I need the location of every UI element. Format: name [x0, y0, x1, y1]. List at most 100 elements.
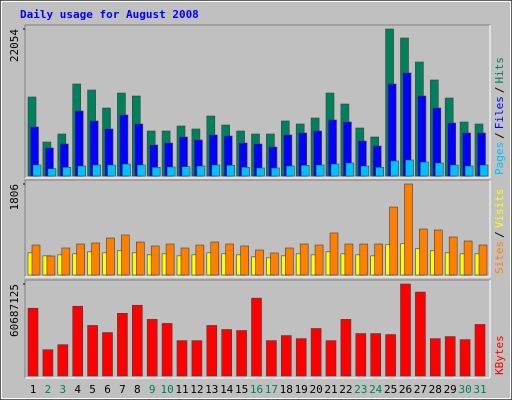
legend-entry: Hits [493, 57, 506, 84]
x-tick-label: 23 [354, 383, 367, 396]
bar [355, 333, 367, 377]
bar [284, 247, 294, 276]
x-tick-label: 18 [280, 383, 293, 396]
x-tick-label: 4 [74, 383, 81, 396]
bar [146, 319, 158, 377]
x-tick-label: 8 [134, 383, 141, 396]
x-tick-label: 22 [339, 383, 352, 396]
bar [191, 340, 203, 377]
bar [137, 164, 146, 177]
x-tick-label: 28 [429, 383, 442, 396]
bar [241, 167, 250, 177]
bar [27, 307, 39, 377]
bar [400, 283, 411, 377]
x-tick-label: 14 [220, 383, 234, 396]
x-tick-label: 3 [59, 383, 66, 396]
bar [107, 164, 116, 177]
bar [165, 243, 175, 276]
bar [459, 339, 471, 377]
bar [434, 162, 444, 177]
y-tick-label: 22054 [8, 29, 21, 62]
bar [195, 244, 205, 276]
x-tick-label: 15 [235, 383, 248, 396]
bar [285, 165, 295, 177]
x-tick-label: 13 [205, 383, 218, 396]
bar [314, 244, 324, 276]
bar [295, 338, 307, 377]
bar [330, 163, 340, 177]
legend-entry: Pages [493, 142, 506, 175]
chart-title: Daily usage for August 2008 [20, 8, 199, 21]
x-tick-label: 29 [444, 383, 457, 396]
bar [87, 325, 98, 377]
y-tick-label: 1806 [8, 184, 21, 211]
x-tick-label: 21 [324, 383, 337, 396]
bar [196, 165, 206, 177]
bar [150, 245, 160, 276]
x-tick-label: 6 [104, 383, 111, 396]
bar [255, 249, 264, 276]
legend-entry: Files [493, 96, 506, 129]
bar [166, 166, 176, 177]
bar [390, 160, 399, 177]
x-tick-label: 2 [45, 383, 52, 396]
bar [463, 240, 473, 276]
bar [374, 243, 384, 276]
bar [121, 234, 130, 276]
bar [176, 340, 188, 377]
x-tick-label: 16 [250, 383, 263, 396]
bar [151, 167, 161, 177]
bar [429, 338, 441, 377]
bar [221, 329, 232, 377]
x-tick-label: 19 [295, 383, 308, 396]
bar [226, 165, 235, 177]
bar [300, 165, 310, 177]
bar [345, 162, 355, 177]
bar [256, 167, 265, 177]
bar [76, 243, 85, 276]
bar [102, 332, 113, 377]
bar [448, 236, 458, 276]
bar [464, 165, 474, 177]
bar [57, 344, 69, 377]
bar [449, 164, 459, 177]
legend-separator: / [493, 132, 506, 139]
legend-separator: / [493, 231, 506, 238]
bar [132, 304, 143, 377]
x-tick-label: 26 [399, 383, 412, 396]
bar [31, 244, 41, 276]
bar [72, 305, 83, 377]
bar [299, 243, 309, 276]
bar [310, 328, 322, 377]
x-tick-label: 17 [265, 383, 278, 396]
bar [77, 165, 86, 177]
bar [405, 159, 414, 177]
bar [161, 323, 173, 377]
legend: KBytes [493, 335, 506, 375]
bar [420, 161, 429, 177]
bar [433, 229, 443, 276]
bar [344, 243, 354, 276]
bar [236, 330, 247, 377]
x-tick-label: 27 [414, 383, 427, 396]
x-tick-label: 7 [119, 383, 126, 396]
y-tick-label: 60687125 [8, 284, 21, 337]
bar [122, 163, 131, 177]
bar [370, 333, 382, 377]
bar [106, 237, 115, 276]
bar [181, 166, 191, 177]
legend-entry: Visits [493, 189, 506, 229]
bar [415, 291, 426, 377]
bar [404, 183, 413, 276]
bar [419, 228, 428, 276]
x-tick-label: 30 [458, 383, 471, 396]
bar [251, 297, 262, 377]
bar [360, 165, 370, 177]
bar [47, 168, 57, 177]
bar [91, 242, 100, 276]
x-tick-label: 20 [309, 383, 322, 396]
bar [117, 313, 128, 377]
bar [92, 164, 101, 177]
